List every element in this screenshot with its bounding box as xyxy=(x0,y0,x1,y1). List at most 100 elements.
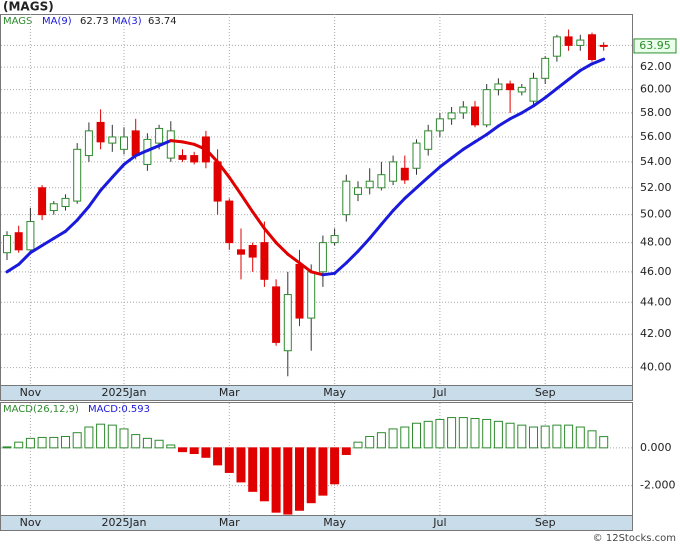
candle-body xyxy=(330,235,339,244)
y-tick-label: 62.00 xyxy=(640,60,672,73)
ma-line xyxy=(391,196,407,213)
candle-body xyxy=(377,174,386,189)
macd-bar xyxy=(365,435,375,449)
macd-bar xyxy=(271,447,281,513)
candle-body xyxy=(354,187,362,195)
macd-bar xyxy=(505,422,515,449)
ma-line xyxy=(555,77,571,91)
legend-label: MA(3) xyxy=(112,16,142,27)
last-price-label: 63.95 xyxy=(639,39,671,52)
y-tick-label: 60.00 xyxy=(640,83,672,96)
ma-line xyxy=(192,142,208,151)
ma-line xyxy=(5,262,21,274)
macd-bar xyxy=(353,441,363,449)
candle-body xyxy=(96,121,105,143)
ma-line xyxy=(356,236,372,253)
macd-bar xyxy=(49,436,59,449)
candle-body xyxy=(541,57,550,79)
macd-bar xyxy=(84,426,94,449)
candle-body xyxy=(272,286,281,343)
y-tick-label: 58.00 xyxy=(640,106,672,119)
ma-line xyxy=(578,62,594,72)
ma-line xyxy=(426,165,442,179)
ma-line xyxy=(520,104,535,115)
candle-body xyxy=(459,106,468,114)
candle-body xyxy=(506,83,515,91)
ma-line xyxy=(403,186,418,200)
legend-label: MA(9) xyxy=(42,16,72,27)
ma-line xyxy=(298,261,313,274)
macd-bar xyxy=(2,446,12,449)
candle-body xyxy=(365,180,374,189)
macd-bar xyxy=(283,447,293,515)
macd-bar xyxy=(447,417,457,449)
macd-bar xyxy=(564,424,574,449)
macd-bar xyxy=(178,447,187,453)
macd-bar xyxy=(201,447,211,458)
ma-line xyxy=(344,249,360,265)
ma-line xyxy=(216,160,231,179)
macd-bar xyxy=(295,447,304,511)
x-axis-strip xyxy=(0,515,633,531)
macd-title: MACD(26,12,9) xyxy=(3,404,79,415)
candle-body xyxy=(61,197,70,207)
ma-line xyxy=(415,175,430,190)
candle-body xyxy=(576,39,585,46)
y-tick-label: 54.00 xyxy=(640,155,672,168)
ma-line xyxy=(99,175,114,192)
candle-body xyxy=(84,130,93,157)
chart-title: (MAGS) xyxy=(3,0,54,14)
ma-line xyxy=(379,209,395,226)
candle-body xyxy=(552,36,561,57)
ma-line xyxy=(17,251,32,266)
macd-bar xyxy=(96,423,106,449)
ma-line xyxy=(461,140,477,151)
candle-body xyxy=(108,136,117,144)
macd-bar xyxy=(435,418,445,449)
ma-line xyxy=(28,244,44,255)
x-tick-label: Nov xyxy=(20,386,42,399)
macd-bar xyxy=(166,444,176,449)
candle-body xyxy=(588,34,596,60)
candle-body xyxy=(471,106,479,126)
macd-bar xyxy=(529,426,538,449)
y-tick-label: 50.00 xyxy=(640,208,672,221)
candle-body xyxy=(120,136,128,150)
candle-body xyxy=(529,77,538,102)
y-tick-label: 42.00 xyxy=(640,327,672,340)
x-tick-label: 2025Jan xyxy=(102,386,147,399)
macd-bar xyxy=(575,426,585,449)
candle-body xyxy=(400,167,409,181)
y-tick-label: 44.00 xyxy=(640,295,672,308)
ma-line xyxy=(157,139,173,148)
macd-bar xyxy=(330,447,340,485)
ma-line xyxy=(75,204,91,222)
macd-bar xyxy=(493,420,503,449)
y-tick-label: 40.00 xyxy=(640,361,672,374)
legend-value: 62.73 xyxy=(80,16,109,27)
x-tick-label: Mar xyxy=(219,386,240,399)
macd-bar xyxy=(412,422,421,449)
ma-line xyxy=(181,140,196,146)
macd-bar xyxy=(259,447,269,502)
ma-line xyxy=(134,149,149,158)
ma-line xyxy=(110,162,126,179)
candle-body xyxy=(213,161,222,202)
y-tick-label: 56.00 xyxy=(640,130,672,143)
candle-body xyxy=(225,200,234,244)
x-tick-label: 2025Jan xyxy=(102,516,147,529)
macd-bar xyxy=(376,432,386,449)
last-price-box xyxy=(633,38,677,54)
ma-line xyxy=(450,147,465,160)
y-tick-label: 46.00 xyxy=(640,265,672,278)
ma-line xyxy=(333,261,348,275)
ma-line xyxy=(321,271,337,277)
candle-body xyxy=(318,242,327,273)
x-tick-label: May xyxy=(323,516,346,529)
candle-body xyxy=(131,130,140,157)
macd-bar xyxy=(131,434,141,449)
macd-bar xyxy=(107,424,117,449)
macd-bar xyxy=(470,418,480,449)
legend-symbol: MAGS xyxy=(3,16,32,27)
watermark: © 12Stocks.com xyxy=(593,533,676,544)
